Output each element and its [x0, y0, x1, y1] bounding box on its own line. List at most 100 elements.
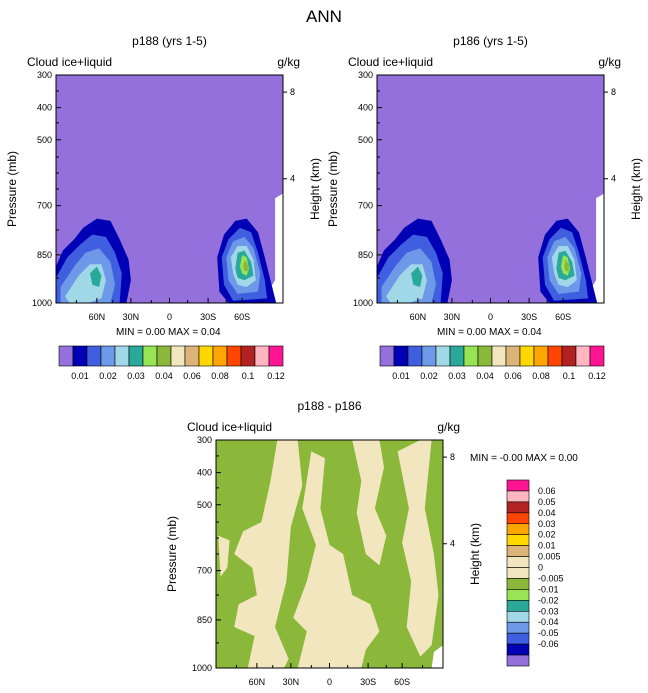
y-tick-label: 850 [358, 250, 373, 260]
colorbar-level-label: 0.08 [211, 371, 229, 381]
x-tick-label: 0 [488, 312, 493, 322]
colorbar-level-label: 0.1 [242, 371, 255, 381]
contour-band-south-7 [564, 259, 569, 272]
colorbar-box [240, 345, 256, 367]
y-tick-label: 700 [358, 201, 373, 211]
min-value: 0.00 [464, 327, 489, 338]
x-tick-label: 0 [327, 677, 332, 687]
y-tick-label: 500 [37, 135, 52, 145]
colorbar-box [184, 345, 200, 367]
panel-variable-label: Cloud ice+liquid [27, 55, 112, 69]
panel-title: p188 (yrs 1-5) [132, 34, 207, 48]
colorbar-box [170, 345, 186, 367]
colorbar-box [506, 600, 530, 612]
colorbar-level-label: -0.03 [538, 606, 559, 616]
colorbar-box [463, 345, 479, 367]
max-value: 0.04 [198, 327, 221, 338]
y-tick-label: 1000 [192, 663, 212, 673]
colorbar-box [506, 545, 530, 557]
panel-p186: p186 (yrs 1-5)Cloud ice+liquid g/kg300400… [326, 34, 643, 381]
colorbar-level-label: 0.04 [155, 371, 173, 381]
colorbar-box [128, 345, 144, 367]
colorbar-box [519, 345, 535, 367]
colorbar-box [506, 490, 530, 503]
colorbar-box [198, 345, 214, 367]
y2-tick-label: 4 [450, 539, 455, 549]
colorbar-box [506, 610, 530, 623]
colorbar-box [506, 479, 530, 492]
panel-p188: p188 (yrs 1-5)Cloud ice+liquid g/kg300400… [5, 34, 322, 381]
max-label: MAX = [168, 327, 198, 338]
max-label: MAX = [525, 453, 555, 464]
colorbar-level-label: 0.12 [267, 371, 285, 381]
panel-units-label: g/kg [598, 55, 621, 69]
colorbar-level-label: 0.01 [538, 541, 556, 551]
contour-band-neutral-1 [234, 440, 303, 668]
x-tick-label: 60S [234, 312, 250, 322]
colorbar-level-label: 0.02 [99, 371, 117, 381]
colorbar-box [72, 345, 88, 367]
colorbar-level-label: 0 [538, 563, 543, 573]
colorbar-level-label: 0.08 [532, 371, 550, 381]
x-tick-label: 30N [444, 312, 461, 322]
colorbar-box [589, 345, 605, 367]
colorbar-box [506, 654, 530, 667]
min-max-stats: MIN = 0.00 MAX = 0.04 [437, 327, 542, 338]
colorbar-level-label: 0.03 [448, 371, 466, 381]
contour-band-neutral-4 [397, 440, 439, 657]
x-tick-label: 30S [521, 312, 537, 322]
contour-band-south-7 [243, 259, 248, 272]
contour-band-neutral-3 [352, 440, 387, 566]
missing-data-region [431, 645, 443, 668]
x-tick-label: 60N [410, 312, 427, 322]
min-value: -0.00 [497, 453, 525, 464]
colorbar-box [226, 345, 242, 367]
contour-band-neutral-2 [293, 451, 380, 668]
x-tick-label: 30N [123, 312, 140, 322]
panel-units-label: g/kg [277, 55, 300, 69]
x-tick-label: 60S [555, 312, 571, 322]
contour-band-north-5 [90, 266, 102, 287]
colorbar-level-label: 0.005 [538, 552, 561, 562]
colorbar-level-label: -0.02 [538, 595, 559, 605]
min-label: MIN = [116, 327, 143, 338]
colorbar-level-label: 0.06 [183, 371, 201, 381]
min-value: 0.00 [143, 327, 168, 338]
y-tick-label: 1000 [353, 298, 373, 308]
missing-data-region [261, 193, 283, 303]
colorbar-level-label: 0.01 [392, 371, 410, 381]
missing-data-region [582, 193, 604, 303]
colorbar-box [393, 345, 409, 367]
x-tick-label: 60N [89, 312, 106, 322]
colorbar-level-label: 0.06 [538, 486, 556, 496]
colorbar-box [114, 345, 130, 367]
colorbar-level-label: 0.03 [127, 371, 145, 381]
colorbar-box [477, 345, 493, 367]
y-tick-label: 400 [197, 468, 212, 478]
colorbar-box [156, 345, 172, 367]
colorbar-level-label: 0.04 [538, 508, 556, 518]
colorbar-level-label: -0.005 [538, 573, 564, 583]
y2-tick-label: 8 [290, 87, 295, 97]
colorbar-box [407, 345, 423, 367]
colorbar-box [449, 345, 465, 367]
y-tick-label: 300 [37, 70, 52, 80]
colorbar-box [506, 501, 530, 514]
colorbar-box [506, 632, 530, 645]
y2-axis-label: Height (km) [308, 158, 322, 220]
x-tick-label: 60N [249, 677, 266, 687]
max-label: MAX = [489, 327, 519, 338]
y2-axis-label: Height (km) [468, 523, 482, 585]
y-tick-label: 300 [197, 435, 212, 445]
min-label: MIN = [470, 453, 497, 464]
colorbar-box [506, 556, 530, 568]
colorbar-level-label: 0.1 [563, 371, 576, 381]
x-tick-label: 30N [283, 677, 300, 687]
colorbar-box [58, 345, 74, 367]
colorbar-box [506, 643, 530, 656]
colorbar-box [506, 567, 530, 579]
y-tick-label: 700 [37, 201, 52, 211]
contour-band-neutral-6 [322, 595, 348, 637]
